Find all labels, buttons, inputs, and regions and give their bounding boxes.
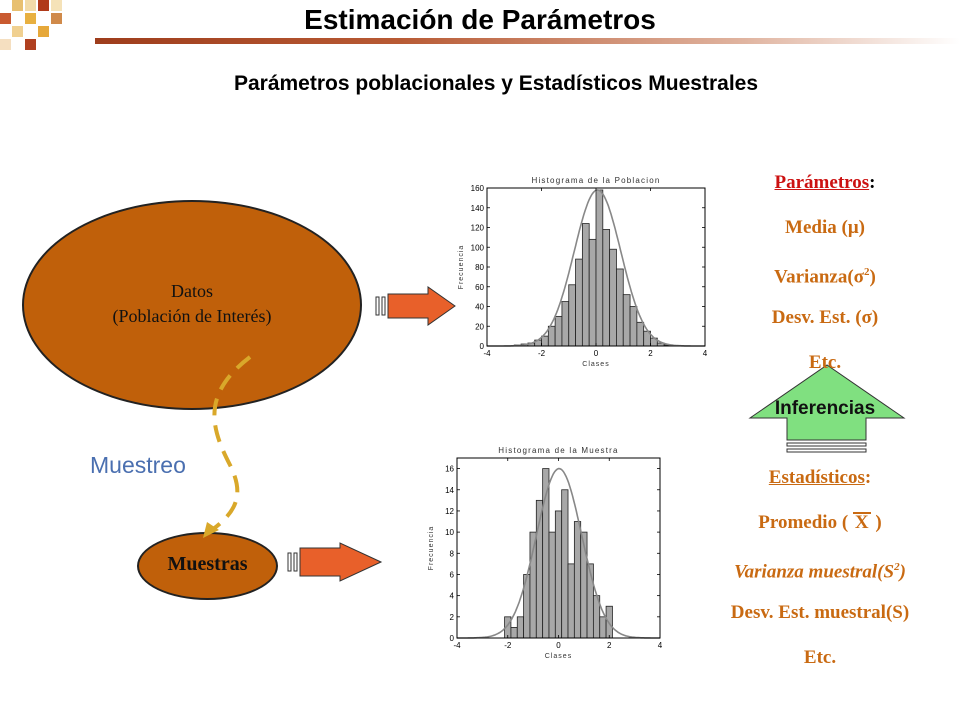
statistic-std: Desv. Est. muestral(S) xyxy=(730,602,910,623)
sampling-dashed-arrow xyxy=(210,355,252,532)
sample-ellipse xyxy=(137,532,278,600)
x-tick-label: 2 xyxy=(648,349,653,358)
histogram-bar xyxy=(609,248,617,347)
statistics-list: Estadísticos: Promedio ( X ) Varianza mu… xyxy=(695,455,945,680)
x-tick-label: 0 xyxy=(594,349,599,358)
sample-to-chart-arrow xyxy=(287,542,383,582)
normal-fit-curve xyxy=(457,467,660,639)
y-tick-label: 100 xyxy=(471,243,485,252)
y-axis-label: Frecuencia xyxy=(458,245,465,290)
y-tick-label: 120 xyxy=(471,224,485,233)
x-tick-label: 2 xyxy=(607,641,612,650)
parameters-list: Parámetros: Media (μ) Varianza(σ2) Desv.… xyxy=(740,160,910,385)
y-tick-label: 0 xyxy=(450,634,455,643)
y-tick-label: 12 xyxy=(445,507,454,516)
sampling-arrowhead xyxy=(203,522,219,538)
population-label-line1: Datos xyxy=(171,281,213,301)
histogram-bar xyxy=(622,294,631,347)
statistic-mean: Promedio ( X ) xyxy=(758,512,882,533)
sample-histogram: Histograma de la Muestra -4 -2 0 2 4 0 2 4 6 8 10 12… xyxy=(428,446,663,660)
statistic-etc: Etc. xyxy=(803,647,837,668)
histogram-bar xyxy=(581,223,590,347)
y-tick-label: 40 xyxy=(475,303,484,312)
inference-label: Inferencias xyxy=(774,398,876,419)
histogram-bar xyxy=(573,521,582,639)
x-axis-label: Clases xyxy=(582,361,609,368)
population-ellipse xyxy=(22,200,362,410)
y-tick-label: 6 xyxy=(450,570,455,579)
page-subtitle: Parámetros poblacionales y Estadísticos … xyxy=(233,72,759,95)
xbar-symbol: X xyxy=(852,512,871,533)
y-tick-label: 14 xyxy=(445,486,454,495)
histogram-bar xyxy=(541,335,549,347)
y-tick-label: 140 xyxy=(471,204,485,213)
parameter-etc: Etc. xyxy=(808,352,842,373)
population-histogram: Histograma de la Poblacion-4 -2 0 2 40204060… xyxy=(458,176,708,368)
inference-up-arrow xyxy=(748,364,906,453)
histogram-bar xyxy=(588,238,597,347)
y-tick-label: 8 xyxy=(450,549,455,558)
x-tick-label: 0 xyxy=(556,641,561,650)
y-tick-label: 160 xyxy=(471,184,485,193)
title-underline-bar xyxy=(95,38,960,44)
x-tick-label: -4 xyxy=(453,641,461,650)
parameters-heading: Parámetros: xyxy=(774,172,876,193)
population-label: Datos (Población de Interés) xyxy=(22,279,362,329)
histogram-bar xyxy=(599,616,607,639)
histogram-bar xyxy=(567,563,575,639)
histogram-bar xyxy=(636,321,645,347)
histogram-bar xyxy=(561,301,570,347)
histogram-bar xyxy=(547,325,556,347)
y-tick-label: 16 xyxy=(445,465,454,474)
y-axis-label: Frecuencia xyxy=(428,526,435,571)
histogram-bar xyxy=(595,189,604,347)
statistic-variance: Varianza muestral(S2) xyxy=(734,561,906,583)
y-tick-label: 20 xyxy=(475,322,484,331)
histogram-bar xyxy=(616,268,624,347)
population-label-line2: (Población de Interés) xyxy=(112,306,272,326)
y-tick-label: 0 xyxy=(480,342,485,351)
x-axis-label: Clases xyxy=(545,653,572,660)
histogram-bar xyxy=(629,306,638,347)
histogram-bar xyxy=(568,284,576,347)
parameter-mean: Media (μ) xyxy=(785,217,865,238)
x-tick-label: 4 xyxy=(703,349,708,358)
histogram-bar xyxy=(554,315,563,347)
x-tick-label: -4 xyxy=(483,349,491,358)
y-tick-label: 80 xyxy=(475,263,484,272)
histogram-bar xyxy=(561,489,569,639)
sampling-label: Muestreo xyxy=(90,452,186,478)
y-tick-label: 2 xyxy=(450,613,455,622)
x-tick-label: -2 xyxy=(504,641,512,650)
histogram-bar xyxy=(516,616,525,639)
histogram-bar xyxy=(554,510,563,639)
page-title: Estimación de Parámetros xyxy=(304,4,656,35)
parameter-std: Desv. Est. (σ) xyxy=(771,307,879,328)
chart-title: Histograma de la Poblacion xyxy=(531,176,660,185)
x-tick-label: 4 xyxy=(658,641,663,650)
y-tick-label: 4 xyxy=(450,592,455,601)
histogram-bar xyxy=(575,258,583,347)
y-tick-label: 10 xyxy=(445,528,454,537)
x-tick-label: -2 xyxy=(538,349,546,358)
sample-label: Muestras xyxy=(167,553,248,575)
statistics-heading: Estadísticos: xyxy=(768,467,872,488)
histogram-bar xyxy=(510,627,518,639)
parameter-variance: Varianza(σ2) xyxy=(774,266,876,288)
histogram-bar xyxy=(602,229,611,347)
histogram-bar xyxy=(548,531,556,639)
population-to-chart-arrow xyxy=(375,286,456,326)
chart-title: Histograma de la Muestra xyxy=(498,446,618,455)
y-tick-label: 60 xyxy=(475,283,484,292)
decorative-squares xyxy=(0,0,62,50)
